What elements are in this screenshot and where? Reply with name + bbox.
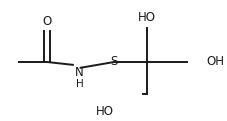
Text: S: S	[110, 56, 117, 68]
Text: HO: HO	[96, 105, 114, 118]
Text: OH: OH	[206, 56, 224, 68]
Text: HO: HO	[137, 11, 155, 24]
Text: N: N	[75, 66, 84, 79]
Text: H: H	[75, 79, 83, 89]
Text: O: O	[42, 15, 51, 28]
